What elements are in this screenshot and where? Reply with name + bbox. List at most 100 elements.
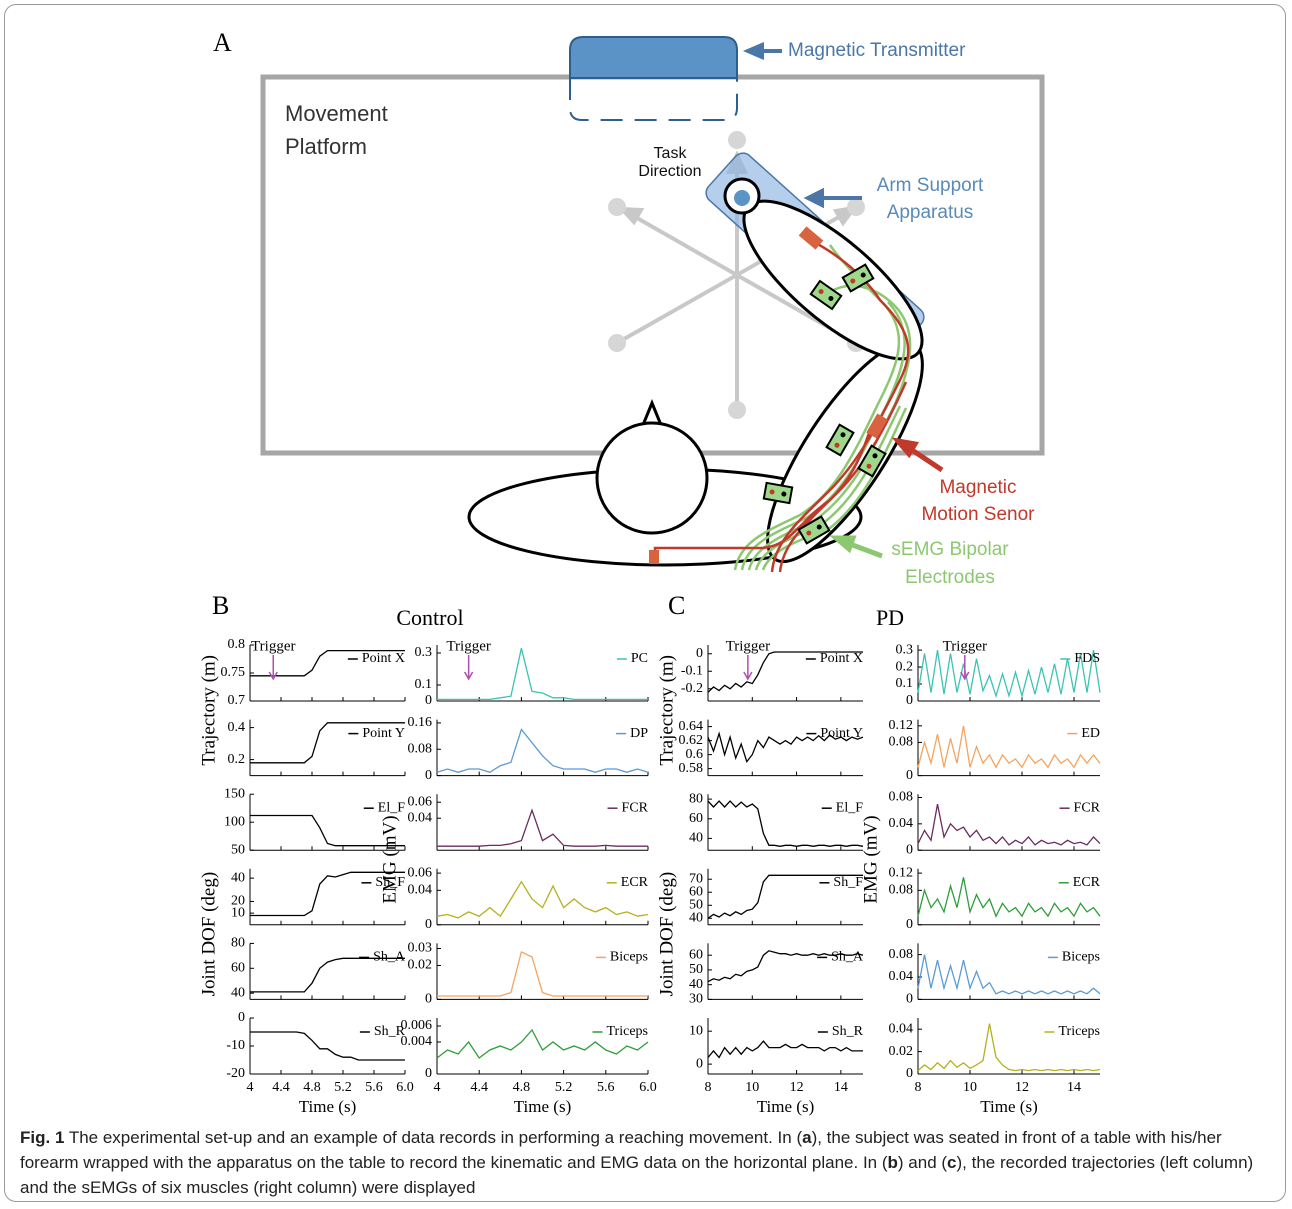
y-tick-label: 0 — [696, 1056, 703, 1071]
caption-label: Fig. 1 — [20, 1128, 65, 1147]
y-tick-label: 0.2 — [896, 659, 914, 674]
y-tick-label: -10 — [226, 1038, 245, 1053]
y-tick-label: 0.4 — [228, 720, 246, 735]
y-tick-label: 0 — [238, 1010, 245, 1025]
y-tick-label: 0.62 — [679, 733, 704, 748]
x-tick-label: 14 — [1067, 1080, 1081, 1095]
y-tick-label: 0 — [906, 992, 913, 1007]
y-tick-label: 0.04 — [889, 816, 914, 831]
trace — [917, 1023, 1101, 1072]
y-tick-label: 0.06 — [408, 794, 433, 809]
y-tick-label: 50 — [689, 962, 703, 977]
trace — [437, 950, 648, 997]
trace — [437, 808, 648, 847]
y-tick-label: 70 — [689, 871, 703, 886]
y-tick-label: 0 — [425, 1066, 432, 1081]
panel-a: A — [213, 28, 1045, 588]
x-tick-label: 4.8 — [303, 1080, 321, 1095]
y-tick-label: 60 — [689, 947, 703, 962]
trigger-label: Trigger — [251, 638, 295, 654]
transmitter-arrow — [742, 41, 782, 61]
platform-label: Platform — [285, 134, 367, 159]
x-tick-label: 5.2 — [334, 1080, 352, 1095]
trace — [917, 650, 1101, 699]
support-arrow — [803, 187, 862, 209]
figure-graphics: A — [198, 28, 1101, 1116]
trace — [250, 1031, 405, 1061]
trace — [707, 874, 863, 919]
legend-label: PC — [631, 651, 648, 666]
y-tick-label: 0.7 — [228, 693, 246, 708]
electrodes — [762, 263, 887, 545]
trace — [250, 814, 405, 847]
y-tick-label: 20 — [231, 894, 245, 909]
trigger-label: Trigger — [943, 638, 987, 654]
y-tick-label: 0.16 — [408, 715, 433, 730]
y-tick-label: 0.12 — [889, 865, 914, 880]
y-tick-label: 0 — [425, 768, 432, 783]
support-label: Apparatus — [887, 202, 974, 223]
trace — [707, 731, 864, 763]
y-tick-label: 0.03 — [408, 941, 433, 956]
caption-text: ), the subject was seated in front of a … — [20, 1128, 1222, 1172]
legend-label: El_F — [378, 800, 405, 815]
legend-label: Sh_F — [833, 875, 863, 890]
y-tick-label: 40 — [689, 977, 703, 992]
legend-label: ECR — [621, 875, 649, 890]
caption-text: The experimental set-up and an example o… — [68, 1128, 803, 1147]
trace — [707, 1040, 863, 1059]
x-axis-label: Time (s) — [299, 1097, 356, 1116]
x-tick-label: 6.0 — [639, 1080, 657, 1095]
y-tick-label: 0.1 — [896, 676, 914, 691]
y-tick-label: 0 — [425, 992, 432, 1007]
trace — [436, 728, 649, 774]
trace — [250, 957, 405, 993]
y-tick-label: 10 — [231, 905, 245, 920]
y-tick-label: 0 — [906, 693, 913, 708]
y-tick-label: 10 — [689, 1023, 703, 1038]
trace — [437, 648, 648, 701]
transmitter-label: Magnetic Transmitter — [788, 40, 966, 61]
movement-platform — [260, 74, 1045, 456]
figure-frame — [4, 4, 1286, 1202]
support-label: Arm Support — [877, 175, 984, 196]
sensor-arrow — [891, 437, 944, 473]
y-tick-label: 0.02 — [889, 1044, 914, 1059]
legend-label: ED — [1081, 726, 1100, 741]
sensor-label: Magnetic — [939, 477, 1016, 498]
trigger-arrow — [463, 655, 474, 681]
y-tick-label: 40 — [231, 870, 245, 885]
transmitter — [569, 36, 738, 79]
trace — [917, 954, 1101, 995]
y-tick-label: 0 — [425, 693, 432, 708]
y-tick-label: 0.3 — [415, 645, 433, 660]
y-tick-label: 0 — [906, 917, 913, 932]
legend-label: Sh_A — [373, 950, 406, 965]
electrode-label: Electrodes — [905, 567, 995, 588]
x-tick-label: 5.6 — [597, 1080, 615, 1095]
x-tick-label: 4 — [434, 1080, 441, 1095]
trigger-arrow — [743, 655, 753, 681]
y-tick-label: 0.75 — [221, 665, 246, 680]
caption-text: b — [887, 1153, 898, 1172]
trace — [250, 871, 405, 917]
legend-label: Triceps — [607, 1024, 649, 1039]
y-tick-label: 0.08 — [889, 883, 914, 898]
legend-label: Point X — [820, 651, 863, 666]
y-tick-label: 0.1 — [415, 677, 433, 692]
y-tick-label: 0.64 — [679, 719, 704, 734]
x-tick-label: 5.2 — [555, 1080, 573, 1095]
legend-label: Triceps — [1059, 1024, 1101, 1039]
x-tick-label: 10 — [745, 1080, 759, 1095]
y-axis-label: EMG (mV) — [860, 815, 881, 903]
y-tick-label: 0.08 — [889, 735, 914, 750]
legend-label: Biceps — [1062, 950, 1100, 965]
y-tick-label: 50 — [689, 897, 703, 912]
legend-label: FCR — [1074, 800, 1101, 815]
trace — [250, 722, 405, 764]
y-tick-label: 0.04 — [889, 1021, 914, 1036]
y-tick-label: 0.04 — [408, 883, 433, 898]
legend-label: Sh_R — [374, 1024, 406, 1039]
y-tick-label: 0.04 — [889, 969, 914, 984]
